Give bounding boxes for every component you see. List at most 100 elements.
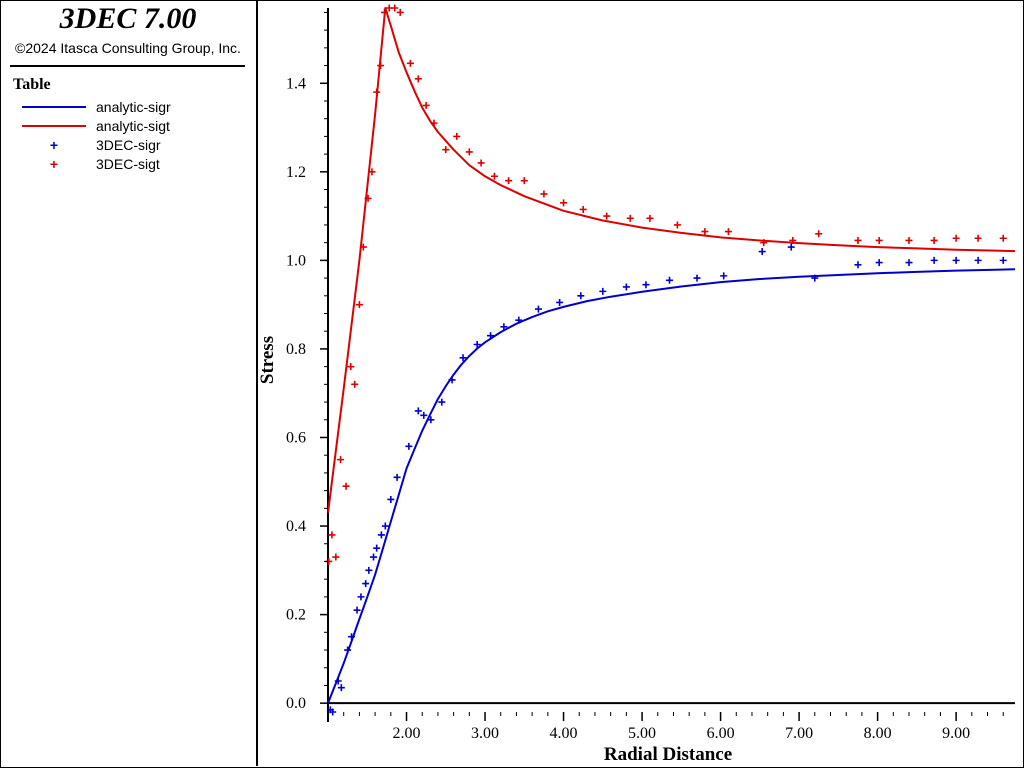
- data-point-3dec-sigt: [505, 177, 513, 185]
- legend-line-icon: [22, 125, 86, 127]
- data-point-3dec-sigr: [515, 316, 523, 324]
- data-point-3dec-sigt: [351, 380, 359, 388]
- series-line-analytic-sigr: [327, 268, 1016, 704]
- legend-label: 3DEC-sigr: [96, 137, 161, 153]
- data-point-3dec-sigr: [811, 274, 819, 282]
- data-point-3dec-sigt: [342, 482, 350, 490]
- data-point-3dec-sigt: [520, 177, 528, 185]
- data-point-3dec-sigt: [673, 221, 681, 229]
- data-point-3dec-sigr: [459, 354, 467, 362]
- data-point-3dec-sigt: [337, 456, 345, 464]
- legend-item-analytic-sigt: analytic-sigt: [0, 117, 256, 135]
- data-point-3dec-sigr: [370, 553, 378, 561]
- y-tick-label: 0.0: [286, 695, 306, 712]
- data-point-3dec-sigt: [391, 4, 399, 12]
- legend-title: Table: [13, 76, 51, 93]
- data-point-3dec-sigt: [626, 214, 634, 222]
- data-point-3dec-sigr: [405, 442, 413, 450]
- data-point-3dec-sigt: [930, 236, 938, 244]
- data-point-3dec-sigr: [556, 298, 564, 306]
- data-point-3dec-sigr: [999, 256, 1007, 264]
- data-point-3dec-sigr: [414, 407, 422, 415]
- data-point-3dec-sigt: [477, 159, 485, 167]
- data-point-3dec-sigr: [500, 323, 508, 331]
- legend-item-3dec-sigr: + 3DEC-sigr: [0, 136, 256, 154]
- data-point-3dec-sigr: [334, 677, 342, 685]
- x-axis-label: Radial Distance: [604, 744, 732, 765]
- legend-item-3dec-sigt: + 3DEC-sigt: [0, 155, 256, 173]
- y-tick-label: 1.2: [286, 164, 306, 181]
- data-point-3dec-sigt: [540, 190, 548, 198]
- x-tick-label: 2.00: [393, 725, 421, 742]
- legend-item-analytic-sigr: analytic-sigr: [0, 98, 256, 116]
- data-point-3dec-sigt: [724, 228, 732, 236]
- data-point-3dec-sigr: [622, 283, 630, 291]
- data-point-3dec-sigr: [534, 305, 542, 313]
- data-point-3dec-sigr: [693, 274, 701, 282]
- data-point-3dec-sigr: [599, 287, 607, 295]
- data-point-3dec-sigt: [396, 8, 404, 16]
- plus-marker-icon: +: [49, 156, 59, 172]
- chart-series: [325, 4, 1016, 716]
- data-point-3dec-sigt: [974, 234, 982, 242]
- data-point-3dec-sigr: [905, 259, 913, 267]
- data-point-3dec-sigt: [332, 553, 340, 561]
- x-tick-label: 5.00: [628, 725, 656, 742]
- data-point-3dec-sigr: [952, 256, 960, 264]
- data-point-3dec-sigr: [448, 376, 456, 384]
- data-point-3dec-sigr: [353, 606, 361, 614]
- data-point-3dec-sigt: [355, 301, 363, 309]
- data-point-3dec-sigt: [579, 205, 587, 213]
- data-point-3dec-sigt: [442, 146, 450, 154]
- data-point-3dec-sigt: [701, 228, 709, 236]
- data-point-3dec-sigt: [490, 172, 498, 180]
- data-point-3dec-sigt: [414, 75, 422, 83]
- data-point-3dec-sigr: [420, 411, 428, 419]
- plus-marker-icon: +: [49, 137, 59, 153]
- chart-ticks: 0.0 0.2 0.4 0.6 0.8 1.0 1.2 1.4 2.00 3.00 4.00 5.00…: [286, 11, 1004, 742]
- data-point-3dec-sigr: [720, 272, 728, 280]
- x-tick-label: 3.00: [471, 725, 499, 742]
- data-point-3dec-sigt: [560, 199, 568, 207]
- data-point-3dec-sigt: [815, 230, 823, 238]
- data-point-3dec-sigr: [348, 633, 356, 641]
- stress-chart: 0.0 0.2 0.4 0.6 0.8 1.0 1.2 1.4 2.00 3.00 4.00 5.00…: [258, 4, 1016, 765]
- y-tick-label: 0.2: [286, 607, 306, 624]
- data-point-3dec-sigr: [365, 566, 373, 574]
- data-point-3dec-sigr: [357, 593, 365, 601]
- data-point-3dec-sigr: [758, 248, 766, 256]
- data-point-3dec-sigt: [406, 59, 414, 67]
- legend-line-icon: [22, 106, 86, 108]
- y-tick-label: 0.8: [286, 341, 306, 358]
- y-tick-label: 1.0: [286, 252, 306, 269]
- app-title: 3DEC 7.00: [59, 2, 197, 35]
- data-point-3dec-sigr: [875, 259, 883, 267]
- data-point-3dec-sigt: [875, 236, 883, 244]
- data-point-3dec-sigt: [603, 212, 611, 220]
- data-point-3dec-sigt: [373, 88, 381, 96]
- data-point-3dec-sigt: [999, 234, 1007, 242]
- data-point-3dec-sigt: [760, 239, 768, 247]
- x-tick-label: 4.00: [550, 725, 578, 742]
- legend-label: analytic-sigt: [96, 118, 170, 134]
- data-point-3dec-sigr: [787, 243, 795, 251]
- data-point-3dec-sigt: [328, 531, 336, 539]
- data-point-3dec-sigt: [422, 101, 430, 109]
- data-point-3dec-sigt: [377, 62, 385, 70]
- data-point-3dec-sigr: [427, 416, 435, 424]
- legend-panel: 3DEC 7.00 ©2024 Itasca Consulting Group,…: [0, 0, 258, 766]
- data-point-3dec-sigt: [347, 363, 355, 371]
- data-point-3dec-sigr: [373, 544, 381, 552]
- data-point-3dec-sigr: [344, 646, 352, 654]
- data-point-3dec-sigt: [646, 214, 654, 222]
- data-point-3dec-sigt: [359, 243, 367, 251]
- y-tick-label: 1.4: [286, 75, 306, 92]
- data-point-3dec-sigt: [453, 132, 461, 140]
- data-point-3dec-sigr: [329, 708, 337, 716]
- data-point-3dec-sigt: [364, 194, 372, 202]
- data-point-3dec-sigr: [642, 281, 650, 289]
- data-point-3dec-sigr: [974, 256, 982, 264]
- data-point-3dec-sigt: [381, 8, 389, 16]
- data-point-3dec-sigr: [854, 261, 862, 269]
- copyright-notice: ©2024 Itasca Consulting Group, Inc.: [15, 40, 241, 56]
